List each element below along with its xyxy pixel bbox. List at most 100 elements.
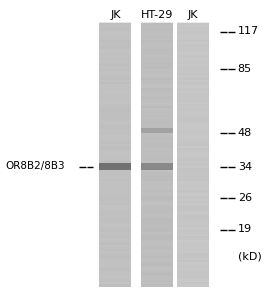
Bar: [100, 258, 131, 260]
Bar: [100, 188, 131, 190]
Bar: [100, 117, 131, 119]
Bar: [100, 82, 131, 84]
Bar: [100, 58, 131, 60]
Bar: [141, 223, 173, 225]
Bar: [177, 247, 209, 249]
Bar: [100, 27, 131, 29]
Bar: [141, 154, 173, 157]
Bar: [100, 128, 131, 130]
Bar: [100, 271, 131, 273]
Bar: [100, 22, 131, 286]
Bar: [141, 205, 173, 207]
Bar: [177, 172, 209, 174]
Bar: [177, 31, 209, 34]
Bar: [141, 271, 173, 273]
Bar: [100, 280, 131, 282]
Bar: [177, 22, 209, 286]
Bar: [141, 46, 173, 49]
Bar: [141, 33, 173, 36]
Bar: [100, 22, 131, 25]
Bar: [100, 110, 131, 113]
Bar: [177, 181, 209, 183]
Bar: [177, 99, 209, 102]
Bar: [100, 231, 131, 234]
Bar: [141, 22, 173, 25]
Bar: [141, 254, 173, 256]
Bar: [100, 183, 131, 185]
Bar: [141, 220, 173, 223]
Bar: [100, 196, 131, 199]
Bar: [141, 51, 173, 53]
Bar: [177, 49, 209, 51]
Bar: [100, 112, 131, 115]
Bar: [141, 29, 173, 31]
Bar: [177, 201, 209, 203]
Bar: [100, 198, 131, 201]
Bar: [141, 231, 173, 234]
Bar: [177, 33, 209, 36]
Bar: [100, 251, 131, 254]
Bar: [177, 119, 209, 122]
Bar: [100, 115, 131, 117]
Bar: [141, 256, 173, 258]
Bar: [100, 91, 131, 93]
Bar: [177, 185, 209, 188]
Bar: [177, 278, 209, 280]
Bar: [100, 174, 131, 176]
Bar: [100, 157, 131, 159]
Bar: [141, 194, 173, 196]
Bar: [177, 143, 209, 146]
Bar: [141, 122, 173, 124]
Bar: [100, 99, 131, 102]
Bar: [141, 148, 173, 150]
Bar: [177, 212, 209, 214]
Bar: [141, 280, 173, 282]
Bar: [177, 280, 209, 282]
Bar: [177, 190, 209, 192]
Bar: [100, 44, 131, 47]
Bar: [141, 44, 173, 47]
Bar: [177, 214, 209, 216]
Bar: [177, 152, 209, 154]
Bar: [141, 143, 173, 146]
Bar: [141, 190, 173, 192]
Bar: [177, 38, 209, 40]
Bar: [141, 157, 173, 159]
Text: (kD): (kD): [238, 251, 261, 262]
Bar: [177, 249, 209, 251]
Bar: [177, 128, 209, 130]
Bar: [100, 88, 131, 91]
Bar: [177, 108, 209, 110]
Bar: [177, 124, 209, 126]
Bar: [141, 38, 173, 40]
Bar: [177, 176, 209, 179]
Bar: [100, 53, 131, 56]
Bar: [177, 82, 209, 84]
Bar: [177, 66, 209, 69]
Bar: [141, 25, 173, 27]
Text: HT-29: HT-29: [141, 10, 173, 20]
Bar: [177, 157, 209, 159]
Bar: [177, 240, 209, 242]
Bar: [100, 216, 131, 218]
Bar: [141, 66, 173, 69]
Bar: [177, 77, 209, 80]
Bar: [141, 207, 173, 209]
Bar: [100, 146, 131, 148]
Bar: [141, 161, 173, 163]
Bar: [141, 242, 173, 245]
Bar: [177, 165, 209, 168]
Bar: [177, 104, 209, 106]
Bar: [177, 273, 209, 275]
Bar: [100, 66, 131, 69]
Bar: [141, 80, 173, 82]
Bar: [141, 216, 173, 218]
Bar: [177, 256, 209, 258]
Bar: [141, 130, 173, 133]
Bar: [177, 86, 209, 88]
Bar: [100, 163, 131, 170]
Bar: [100, 238, 131, 240]
Bar: [100, 190, 131, 192]
Bar: [100, 159, 131, 161]
Bar: [100, 209, 131, 212]
